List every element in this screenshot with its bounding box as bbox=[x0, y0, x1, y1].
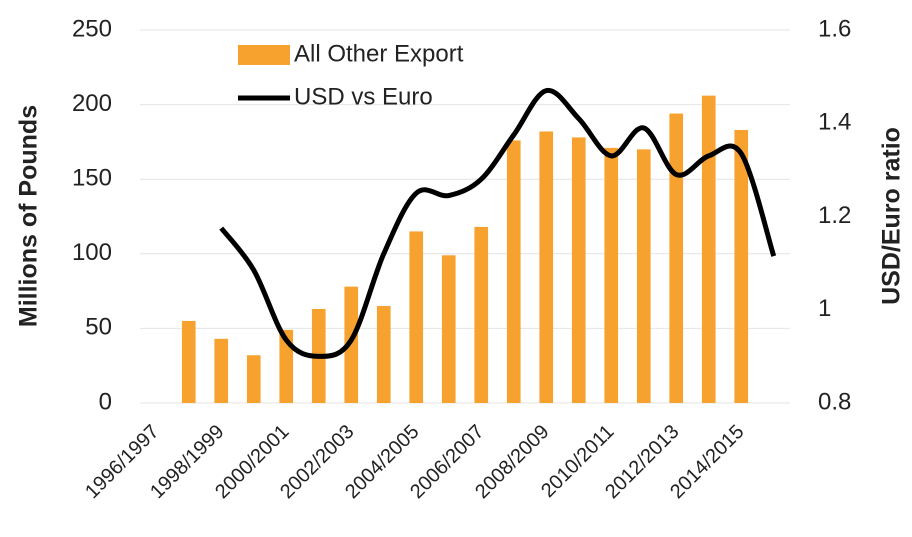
y-tick-label: 200 bbox=[72, 90, 112, 117]
y2-tick-label: 1.2 bbox=[818, 202, 851, 229]
y2-tick-label: 1.6 bbox=[818, 15, 851, 42]
bar bbox=[539, 131, 554, 403]
line bbox=[219, 88, 777, 359]
legend-label: USD vs Euro bbox=[294, 83, 433, 110]
bar bbox=[181, 320, 196, 403]
bar bbox=[246, 355, 261, 403]
bar bbox=[636, 149, 651, 403]
bar bbox=[409, 231, 424, 403]
y-tick-label: 250 bbox=[72, 15, 112, 42]
bar bbox=[669, 113, 684, 403]
y-axis-title: Millions of Pounds bbox=[15, 105, 43, 327]
legend-swatch bbox=[238, 45, 290, 65]
legend-label: All Other Export bbox=[294, 40, 464, 67]
bar bbox=[604, 147, 619, 403]
bar bbox=[441, 255, 456, 403]
y2-tick-label: 0.8 bbox=[818, 388, 851, 415]
y2-axis-title: USD/Euro ratio bbox=[878, 127, 906, 305]
y2-tick-label: 1.4 bbox=[818, 109, 851, 136]
bar bbox=[344, 286, 359, 403]
y-tick-label: 150 bbox=[72, 165, 112, 192]
bar bbox=[279, 329, 294, 403]
y-tick-label: 0 bbox=[99, 388, 112, 415]
bar bbox=[376, 306, 391, 403]
y-tick-label: 100 bbox=[72, 239, 112, 266]
bar bbox=[571, 137, 586, 403]
bar bbox=[701, 95, 716, 403]
bar bbox=[506, 140, 521, 403]
bar bbox=[214, 338, 229, 403]
y2-tick-label: 1 bbox=[818, 295, 831, 322]
bar bbox=[734, 129, 749, 404]
y-tick-label: 50 bbox=[85, 314, 112, 341]
bar bbox=[474, 226, 489, 403]
